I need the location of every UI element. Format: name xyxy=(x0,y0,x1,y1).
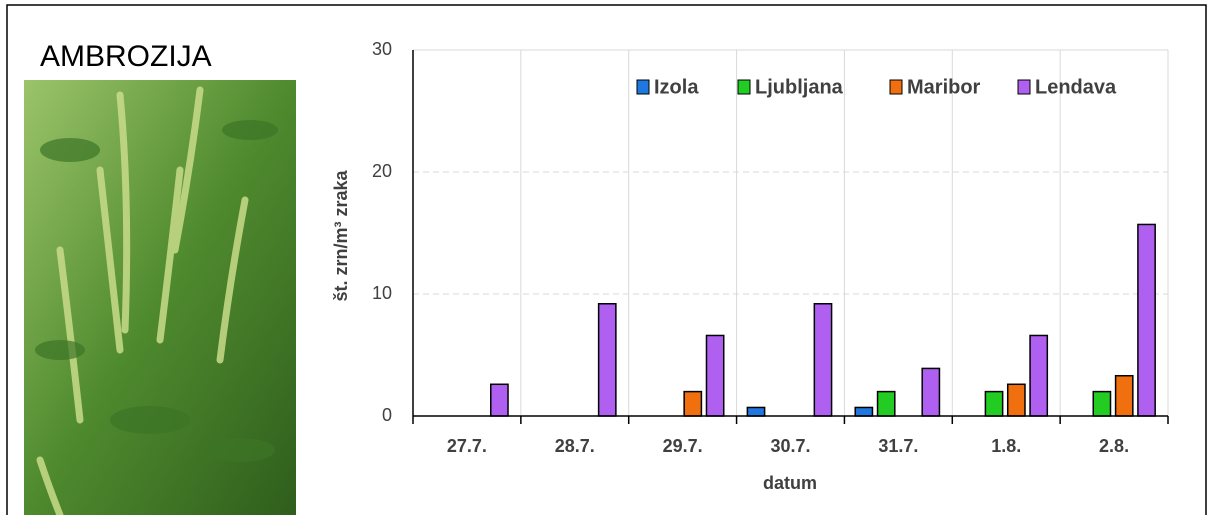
x-tick-label: 31.7. xyxy=(878,436,918,456)
x-tick-label: 2.8. xyxy=(1099,436,1129,456)
bar xyxy=(814,304,831,416)
legend-swatch xyxy=(738,80,750,94)
legend-label: Izola xyxy=(654,76,699,98)
x-tick-label: 1.8. xyxy=(991,436,1021,456)
bar xyxy=(855,407,872,416)
x-axis-title: datum xyxy=(763,473,817,493)
chart-title: AMBROZIJA xyxy=(40,40,212,73)
y-axis-title: št. zrn/m³ zraka xyxy=(331,169,351,301)
photo xyxy=(24,80,296,515)
bar xyxy=(985,392,1002,416)
legend-label: Lendava xyxy=(1035,76,1117,98)
y-tick-label: 10 xyxy=(372,283,392,303)
y-tick-label: 20 xyxy=(372,161,392,181)
bar xyxy=(747,407,764,416)
chart: AMBROZIJA št. zrn/m³ zraka datum 0 10 20 30… xyxy=(0,0,1214,515)
legend-label: Ljubljana xyxy=(755,76,844,98)
bar xyxy=(1030,335,1047,416)
x-tick-label: 27.7. xyxy=(447,436,487,456)
bar xyxy=(1093,392,1110,416)
legend-swatch xyxy=(890,80,902,94)
bar xyxy=(1138,224,1155,416)
bar xyxy=(1116,376,1133,416)
bar xyxy=(922,368,939,416)
bar xyxy=(706,335,723,416)
legend-label: Maribor xyxy=(907,76,981,98)
bar xyxy=(878,392,895,416)
bar xyxy=(1008,384,1025,416)
bar xyxy=(491,384,508,416)
x-tick-label: 28.7. xyxy=(555,436,595,456)
legend-swatch xyxy=(637,80,649,94)
x-tick-label: 30.7. xyxy=(770,436,810,456)
x-tick-label: 29.7. xyxy=(663,436,703,456)
bar xyxy=(599,304,616,416)
legend-swatch xyxy=(1018,80,1030,94)
bar xyxy=(684,392,701,416)
y-tick-label: 0 xyxy=(382,405,392,425)
y-tick-label: 30 xyxy=(372,39,392,59)
